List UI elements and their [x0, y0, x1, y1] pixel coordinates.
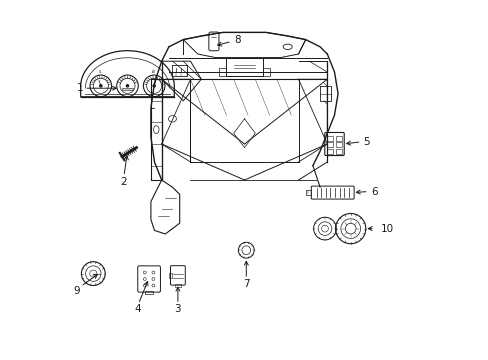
Bar [335, 136, 341, 140]
Circle shape [126, 85, 128, 87]
Text: 10: 10 [381, 224, 394, 234]
Bar [145, 291, 152, 294]
Bar [169, 273, 172, 278]
Circle shape [100, 85, 102, 87]
Text: AO: AO [152, 70, 156, 74]
Bar [326, 142, 332, 147]
Text: 7: 7 [243, 279, 249, 289]
Bar [175, 284, 181, 287]
Bar [335, 149, 341, 153]
Text: 6: 6 [370, 186, 377, 197]
Text: 2: 2 [121, 177, 127, 187]
Bar [326, 136, 332, 140]
Text: 4: 4 [134, 304, 141, 314]
Bar [326, 149, 332, 153]
Text: 1: 1 [77, 83, 83, 93]
Text: OL: OL [99, 70, 102, 74]
Text: 8: 8 [234, 35, 240, 45]
Bar [305, 190, 311, 195]
Bar [122, 88, 133, 90]
Bar [335, 142, 341, 147]
Text: 5: 5 [363, 137, 369, 147]
Text: 9: 9 [73, 285, 80, 296]
Circle shape [153, 85, 155, 87]
Text: 3: 3 [174, 304, 181, 314]
